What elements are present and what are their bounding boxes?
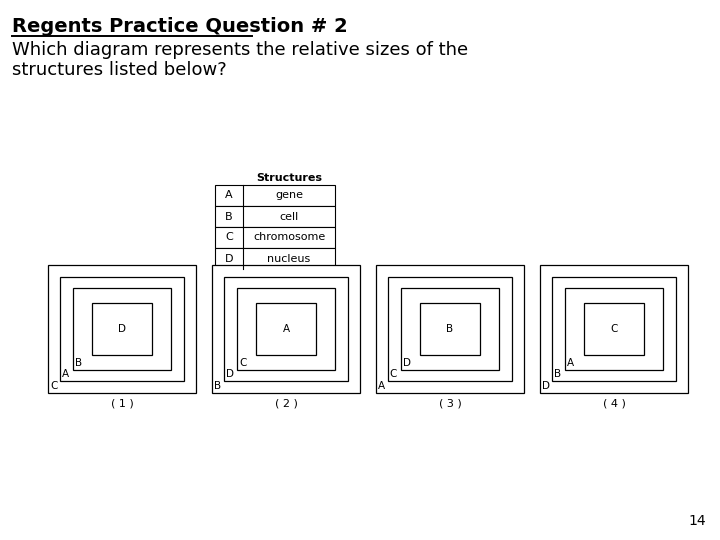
Text: D: D xyxy=(403,358,411,368)
Bar xyxy=(215,227,335,248)
Bar xyxy=(256,303,315,355)
Bar xyxy=(237,288,335,370)
Text: B: B xyxy=(554,369,561,380)
Text: ( 2 ): ( 2 ) xyxy=(274,399,297,409)
Bar xyxy=(376,265,524,393)
Text: A: A xyxy=(225,191,233,200)
Bar xyxy=(73,288,171,370)
Text: D: D xyxy=(225,253,233,264)
Text: C: C xyxy=(611,324,618,334)
Text: B: B xyxy=(75,358,82,368)
Text: A: A xyxy=(378,381,385,391)
Bar xyxy=(92,303,152,355)
Bar xyxy=(215,206,335,227)
Bar xyxy=(585,303,644,355)
Text: cell: cell xyxy=(279,212,299,221)
Text: A: A xyxy=(567,358,575,368)
Bar xyxy=(60,276,184,381)
Text: structures listed below?: structures listed below? xyxy=(12,61,227,79)
Text: C: C xyxy=(50,381,58,391)
Text: B: B xyxy=(214,381,221,391)
Bar xyxy=(48,265,196,393)
Text: A: A xyxy=(62,369,69,380)
Text: ( 1 ): ( 1 ) xyxy=(111,399,133,409)
Text: C: C xyxy=(225,233,233,242)
Text: ( 3 ): ( 3 ) xyxy=(438,399,462,409)
Bar xyxy=(212,265,360,393)
Bar xyxy=(401,288,499,370)
Text: chromosome: chromosome xyxy=(253,233,325,242)
Bar xyxy=(552,276,676,381)
Text: B: B xyxy=(225,212,233,221)
Text: nucleus: nucleus xyxy=(267,253,310,264)
Text: D: D xyxy=(226,369,234,380)
Text: D: D xyxy=(118,324,126,334)
Text: C: C xyxy=(239,358,246,368)
Bar xyxy=(224,276,348,381)
Bar xyxy=(215,248,335,269)
Text: A: A xyxy=(282,324,289,334)
Bar xyxy=(215,185,335,206)
Bar xyxy=(540,265,688,393)
Bar xyxy=(565,288,663,370)
Bar xyxy=(420,303,480,355)
Text: ( 4 ): ( 4 ) xyxy=(603,399,626,409)
Text: 14: 14 xyxy=(688,514,706,528)
Text: B: B xyxy=(446,324,454,334)
Text: gene: gene xyxy=(275,191,303,200)
Text: D: D xyxy=(542,381,550,391)
Text: Regents Practice Question # 2: Regents Practice Question # 2 xyxy=(12,17,348,36)
Text: C: C xyxy=(390,369,397,380)
Text: Which diagram represents the relative sizes of the: Which diagram represents the relative si… xyxy=(12,41,468,59)
Text: Structures: Structures xyxy=(256,173,322,183)
Bar xyxy=(388,276,512,381)
